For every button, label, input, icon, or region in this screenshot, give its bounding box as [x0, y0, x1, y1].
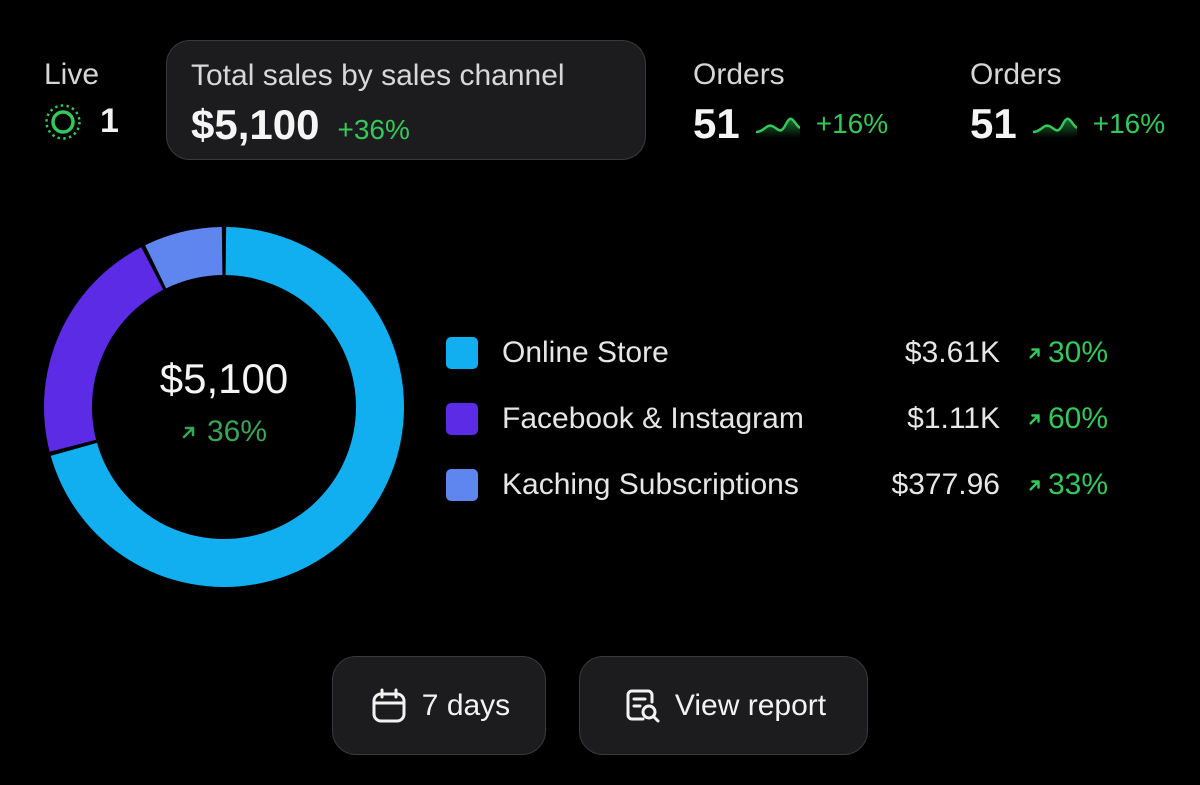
legend-change-value: 33% — [1048, 468, 1109, 501]
legend-change: 60% — [1028, 402, 1108, 436]
legend-change-value: 30% — [1048, 336, 1109, 369]
donut-center: $5,100 36% — [43, 226, 405, 588]
orders-title: Orders — [970, 58, 1062, 91]
donut-total: $5,100 — [159, 355, 289, 402]
orders-title: Orders — [693, 58, 785, 91]
donut-slice — [145, 227, 223, 289]
legend-label: Online Store — [502, 336, 669, 369]
chart-legend: Online Store $3.61K 30% Facebook & Instagra… — [446, 320, 1146, 518]
donut-change-value: 36% — [206, 415, 268, 448]
view-report-button[interactable]: View report — [579, 656, 868, 755]
legend-swatch — [446, 337, 478, 369]
arrow-up-right-icon — [182, 426, 195, 439]
donut-change: 36% — [181, 415, 267, 449]
legend-value: $3.61K — [904, 336, 1000, 369]
legend-label: Facebook & Instagram — [502, 402, 804, 435]
date-range-button[interactable]: 7 days — [332, 656, 546, 755]
legend-swatch — [446, 403, 478, 435]
live-pulse-icon — [45, 103, 81, 140]
arrow-up-right-icon — [1029, 414, 1040, 425]
orders-metric-card[interactable]: Orders 51 +16% — [970, 58, 1165, 148]
legend-item: Facebook & Instagram $1.11K 60% — [446, 386, 1146, 452]
orders-value: 51 — [693, 100, 740, 147]
calendar-icon — [372, 688, 406, 722]
sparkline-icon — [755, 117, 800, 138]
total-sales-metric-card[interactable]: Total sales by sales channel $5,100 +36% — [166, 40, 646, 160]
legend-item: Online Store $3.61K 30% — [446, 320, 1146, 386]
orders-metric-card[interactable]: Orders 51 +16% — [693, 58, 888, 148]
legend-label: Kaching Subscriptions — [502, 468, 799, 501]
sparkline-icon — [1032, 117, 1077, 138]
legend-change-value: 60% — [1048, 402, 1109, 435]
live-label: Live — [44, 58, 100, 91]
legend-change: 30% — [1028, 336, 1108, 370]
live-indicator: 1 — [44, 102, 119, 141]
orders-change: +16% — [1092, 108, 1166, 139]
legend-swatch — [446, 469, 478, 501]
legend-item: Kaching Subscriptions $377.96 33% — [446, 452, 1146, 518]
legend-value: $1.11K — [907, 402, 1000, 435]
donut-slice — [43, 247, 164, 452]
orders-value: 51 — [970, 100, 1017, 147]
sales-card-title: Total sales by sales channel — [191, 59, 565, 92]
live-count: 1 — [100, 102, 119, 140]
legend-value: $377.96 — [891, 468, 1000, 501]
sales-donut-chart — [43, 227, 404, 588]
orders-change: +16% — [815, 108, 889, 139]
sales-card-change: +36% — [337, 114, 410, 145]
legend-change: 33% — [1028, 468, 1108, 502]
arrow-up-right-icon — [1029, 348, 1040, 359]
date-range-label: 7 days — [421, 688, 511, 722]
arrow-up-right-icon — [1029, 480, 1040, 491]
sales-card-value: $5,100 — [191, 101, 320, 148]
view-report-label: View report — [674, 688, 827, 722]
report-search-icon — [626, 689, 660, 722]
